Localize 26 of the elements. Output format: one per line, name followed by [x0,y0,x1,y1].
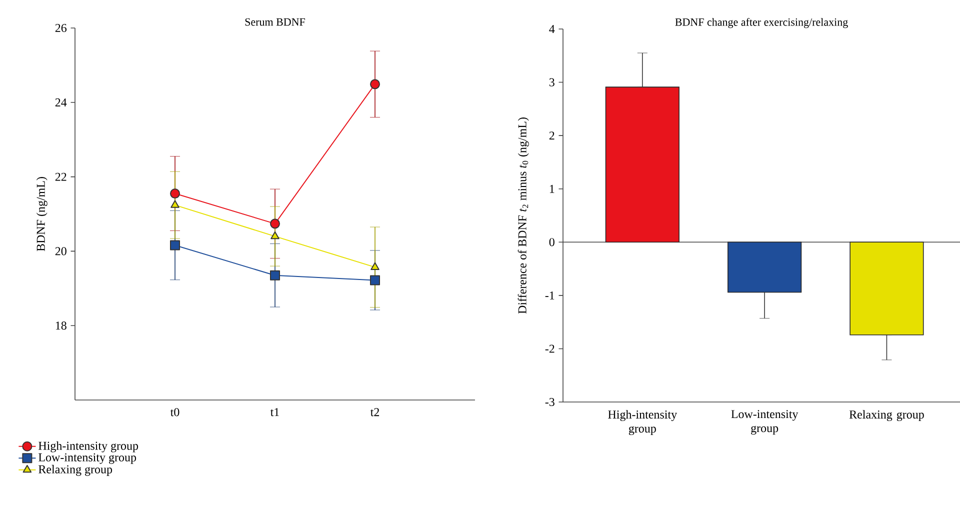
y-axis-title: Difference of BDNF t$_{2}$ minus t$_{0}$ (ng/mL) [518,118,529,314]
y-tick-label: -3 [545,398,554,406]
y-tick-label: -2 [545,344,554,353]
legend-label: High-intensity group [38,441,138,452]
y-tick-label: 24 [55,98,67,106]
y-axis-title: BDNF (ng/mL) [36,177,48,252]
legend-label: Relaxing group [38,464,112,476]
y-tick-label: 20 [55,247,66,256]
x-tick-label: High-intensity group [608,410,678,436]
y-tick-label: -1 [545,291,554,300]
y-tick-label: 26 [55,24,67,32]
x-tick-label: t0 [170,408,180,416]
x-tick-label: Low-intensity group [731,410,798,435]
y-tick-label: 22 [55,172,66,181]
x-tick-label: Relaxing group [849,410,924,422]
legend-label: Low-intensity group [38,453,136,464]
y-tick-label: 3 [549,78,554,86]
chart-title: BDNF change after exercising/relaxing [675,18,848,28]
y-tick-label: 4 [549,25,555,33]
x-tick-label: t2 [370,408,380,416]
y-tick-label: 2 [549,132,554,140]
y-tick-label: 0 [549,238,554,246]
y-tick-label: 18 [56,322,66,330]
chart-title: Serum BDNF [245,18,305,26]
x-tick-label: t1 [270,408,279,416]
y-tick-label: 1 [550,184,554,193]
